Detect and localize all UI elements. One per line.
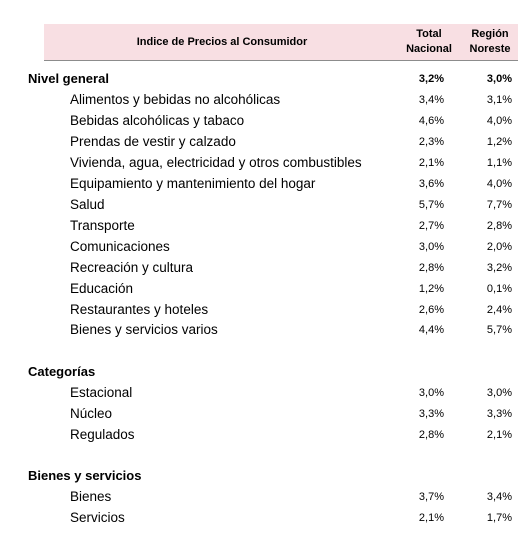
value-total-nacional: 4,6%	[418, 115, 444, 127]
row-label: Regulados	[70, 427, 135, 442]
row-label: Salud	[70, 197, 105, 212]
row-label: Bienes	[70, 489, 112, 504]
value-total-nacional: 2,3%	[418, 136, 444, 148]
value-total-nacional: 3,4%	[418, 94, 444, 106]
value-total-nacional: 2,1%	[418, 512, 444, 524]
value-region-noreste: 2,1%	[486, 429, 512, 441]
value-region-noreste: 4,0%	[486, 115, 512, 127]
row-label: Prendas de vestir y calzado	[70, 134, 236, 149]
table-row: Servicios 2,1% 1,7%	[0, 508, 522, 528]
row-label: Estacional	[70, 385, 133, 400]
value-region-noreste: 2,0%	[486, 241, 512, 253]
section-row: Nivel general 3,2% 3,0%	[0, 69, 522, 89]
table-row: Bienes y servicios varios 4,4% 5,7%	[0, 320, 522, 340]
value-region-noreste: 5,7%	[486, 324, 512, 336]
row-label: Restaurantes y hoteles	[70, 302, 209, 317]
column-header-line: Total	[416, 28, 442, 40]
row-label: Recreación y cultura	[70, 260, 194, 275]
value-region-noreste: 3,0%	[486, 387, 512, 399]
row-label: Vivienda, agua, electricidad y otros com…	[70, 155, 362, 170]
table-title: Indice de Precios al Consumidor	[136, 36, 308, 48]
section-row: Categorías	[0, 362, 522, 382]
column-header-line: Noreste	[469, 43, 511, 55]
value-total-nacional: 3,0%	[418, 241, 444, 253]
row-label: Bebidas alcohólicas y tabaco	[70, 113, 245, 128]
value-region-noreste: 1,7%	[486, 512, 512, 524]
table-row: Prendas de vestir y calzado 2,3% 1,2%	[0, 132, 522, 152]
value-total-nacional: 3,0%	[418, 387, 444, 399]
value-region-noreste: 3,3%	[486, 408, 512, 420]
row-label: Bienes y servicios varios	[70, 322, 218, 337]
value-total-nacional: 3,2%	[418, 73, 444, 85]
value-region-noreste: 3,1%	[486, 94, 512, 106]
row-label: Alimentos y bebidas no alcohólicas	[70, 92, 281, 107]
column-header-total-nacional: Total Nacional	[400, 27, 458, 59]
section-row: Bienes y servicios	[0, 466, 522, 486]
table-row: Alimentos y bebidas no alcohólicas 3,4% 3,…	[0, 90, 522, 110]
value-total-nacional: 2,1%	[418, 157, 444, 169]
column-header-line: Nacional	[406, 43, 452, 55]
table-row: Bienes 3,7% 3,4%	[0, 487, 522, 507]
value-total-nacional: 3,6%	[418, 178, 444, 190]
row-label: Núcleo	[70, 406, 113, 421]
section-label: Nivel general	[28, 71, 109, 86]
table-row: Restaurantes y hoteles 2,6% 2,4%	[0, 300, 522, 320]
value-region-noreste: 2,8%	[486, 220, 512, 232]
column-header-line: Región	[471, 28, 509, 40]
value-region-noreste: 1,2%	[486, 136, 512, 148]
value-total-nacional: 2,6%	[418, 304, 444, 316]
value-region-noreste: 3,2%	[486, 262, 512, 274]
value-total-nacional: 2,7%	[418, 220, 444, 232]
table-row: Estacional 3,0% 3,0%	[0, 383, 522, 403]
table-row: Equipamiento y mantenimiento del hogar 3,…	[0, 174, 522, 194]
value-region-noreste: 0,1%	[486, 283, 512, 295]
row-label: Servicios	[70, 510, 125, 525]
row-label: Educación	[70, 281, 134, 296]
value-region-noreste: 1,1%	[486, 157, 512, 169]
value-region-noreste: 7,7%	[486, 199, 512, 211]
table-row: Salud 5,7% 7,7%	[0, 195, 522, 215]
row-label: Equipamiento y mantenimiento del hogar	[70, 176, 316, 191]
table-row: Núcleo 3,3% 3,3%	[0, 404, 522, 424]
table-row: Educación 1,2% 0,1%	[0, 279, 522, 299]
value-total-nacional: 2,8%	[418, 429, 444, 441]
table-row: Recreación y cultura 2,8% 3,2%	[0, 258, 522, 278]
row-label: Transporte	[70, 218, 135, 233]
value-region-noreste: 4,0%	[486, 178, 512, 190]
value-region-noreste: 3,4%	[486, 491, 512, 503]
value-region-noreste: 3,0%	[486, 73, 512, 85]
value-total-nacional: 2,8%	[418, 262, 444, 274]
column-header-region-noreste: Región Noreste	[460, 27, 520, 59]
table-row: Comunicaciones 3,0% 2,0%	[0, 237, 522, 257]
row-label: Comunicaciones	[70, 239, 170, 254]
table-header	[44, 24, 518, 61]
value-region-noreste: 2,4%	[486, 304, 512, 316]
table-row: Regulados 2,8% 2,1%	[0, 425, 522, 445]
value-total-nacional: 5,7%	[418, 199, 444, 211]
value-total-nacional: 1,2%	[418, 283, 444, 295]
table-row: Vivienda, agua, electricidad y otros com…	[0, 153, 522, 173]
table-row: Transporte 2,7% 2,8%	[0, 216, 522, 236]
table-row: Bebidas alcohólicas y tabaco 4,6% 4,0%	[0, 111, 522, 131]
value-total-nacional: 3,3%	[418, 408, 444, 420]
value-total-nacional: 3,7%	[418, 491, 444, 503]
value-total-nacional: 4,4%	[418, 324, 444, 336]
section-label: Bienes y servicios	[28, 468, 142, 483]
section-label: Categorías	[28, 364, 96, 379]
